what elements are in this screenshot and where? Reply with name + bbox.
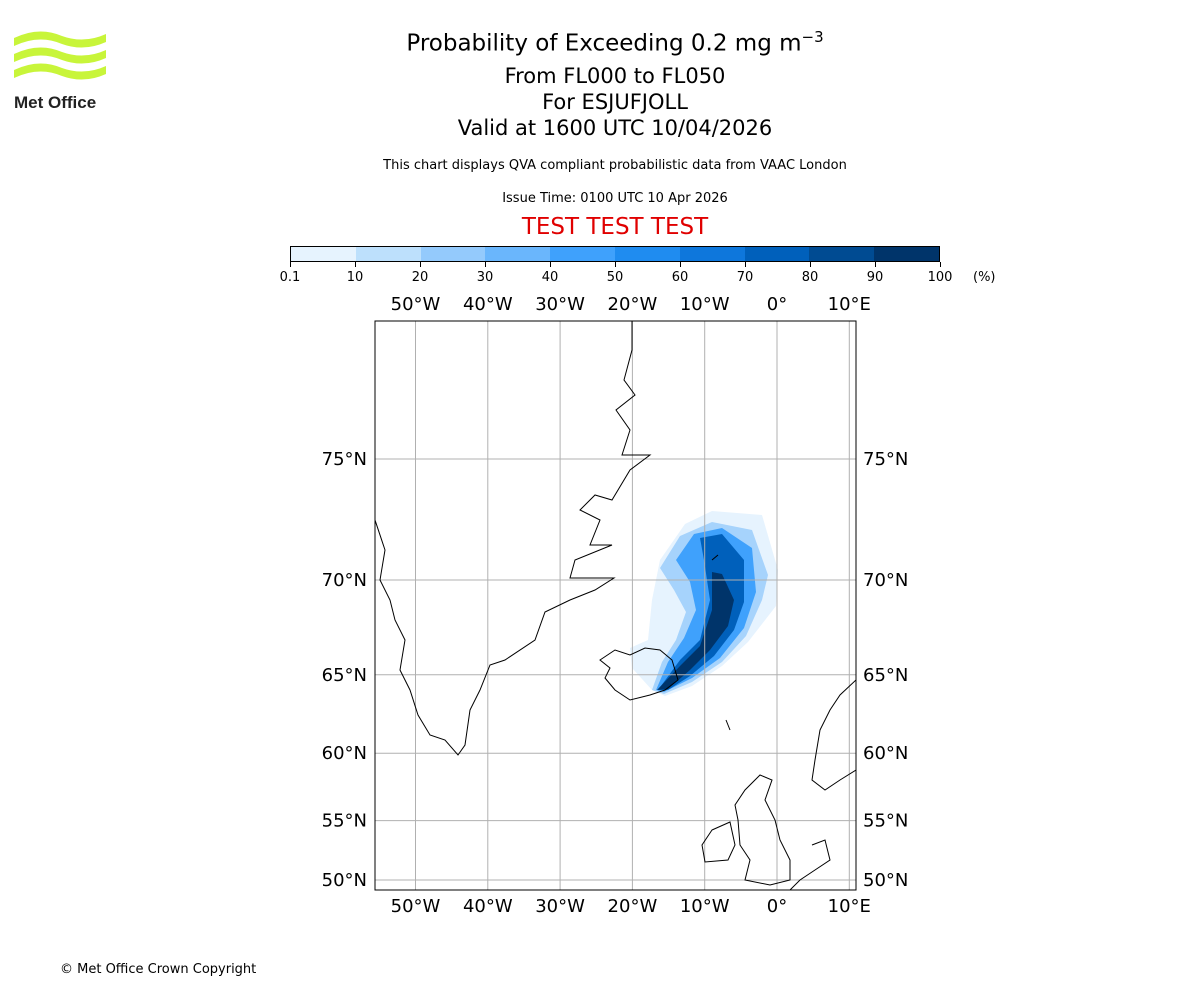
colorbar-unit: (%) (973, 270, 996, 285)
faroe (725, 719, 731, 731)
valid-time: Valid at 1600 UTC 10/04/2026 (457, 116, 773, 140)
colorbar-swatch (485, 247, 551, 261)
test-banner: TEST TEST TEST (521, 214, 709, 240)
colorbar-swatch (291, 247, 356, 261)
colorbar-tick-label: 90 (866, 270, 884, 285)
colorbar-tick-label: 10 (346, 270, 364, 285)
lat-label-right: 65°N (863, 665, 908, 686)
colorbar-swatch (744, 247, 810, 261)
colorbar-tick-label: 50 (606, 270, 624, 285)
lon-label-bottom: 30°W (535, 896, 585, 917)
chart-note: This chart displays QVA compliant probab… (383, 158, 847, 173)
colorbar-tick (355, 262, 356, 267)
britain-coast (734, 774, 791, 886)
colorbar-swatch (679, 247, 745, 261)
flight-levels: From FL000 to FL050 (504, 64, 726, 88)
colorbar-tick-label: 60 (671, 270, 689, 285)
issue-time: Issue Time: 0100 UTC 10 Apr 2026 (502, 191, 728, 206)
colorbar-swatch (550, 247, 615, 261)
colorbar-tick (420, 262, 421, 267)
lon-label-bottom: 10°E (828, 896, 871, 917)
ireland-coast (701, 821, 736, 863)
map-frame (374, 320, 857, 891)
lon-label-top: 10°E (828, 294, 871, 315)
svg-text:Met Office: Met Office (14, 93, 96, 112)
colorbar-tick-label: 40 (541, 270, 559, 285)
lat-label-left: 75°N (322, 449, 367, 470)
volcano-name: For ESJUFJOLL (542, 90, 688, 114)
coastlines (375, 321, 856, 890)
lon-label-bottom: 40°W (463, 896, 513, 917)
colorbar-tick-label: 70 (736, 270, 754, 285)
greenland-coast (375, 321, 652, 756)
colorbar-tick-label: 0.1 (279, 270, 301, 285)
colorbar-swatch (809, 247, 875, 261)
colorbar-tick (550, 262, 551, 267)
lon-label-bottom: 10°W (680, 896, 730, 917)
colorbar (290, 246, 940, 262)
plume-band-60-80 (658, 534, 744, 690)
lat-label-right: 75°N (863, 449, 908, 470)
denmark-netherlands (789, 839, 831, 890)
lat-label-left: 65°N (322, 665, 367, 686)
colorbar-tick (745, 262, 746, 267)
lon-label-top: 40°W (463, 294, 513, 315)
colorbar-tick (485, 262, 486, 267)
lat-label-left: 50°N (322, 870, 367, 891)
lat-label-right: 55°N (863, 811, 908, 832)
colorbar-tick (290, 262, 291, 267)
iceland-coast (599, 647, 679, 701)
lat-label-right: 60°N (863, 743, 908, 764)
lon-label-top: 20°W (608, 294, 658, 315)
lon-label-top: 50°W (391, 294, 441, 315)
colorbar-swatch (874, 247, 939, 261)
colorbar-tick-label: 80 (801, 270, 819, 285)
lon-label-bottom: 0° (767, 896, 787, 917)
lat-label-right: 50°N (863, 870, 908, 891)
lat-label-left: 55°N (322, 811, 367, 832)
ash-probability-plume (630, 511, 778, 696)
lon-label-top: 30°W (535, 294, 585, 315)
colorbar-swatch (420, 247, 486, 261)
plume-band-90-100 (657, 572, 734, 690)
colorbar-tick-label: 20 (411, 270, 429, 285)
lat-label-left: 70°N (322, 570, 367, 591)
colorbar-tick-label: 100 (927, 270, 953, 285)
colorbar-tick (875, 262, 876, 267)
colorbar-tick (810, 262, 811, 267)
lon-label-top: 10°W (680, 294, 730, 315)
lon-label-top: 0° (767, 294, 787, 315)
norway-coast (811, 679, 856, 791)
copyright: © Met Office Crown Copyright (60, 962, 257, 977)
colorbar-swatch (355, 247, 421, 261)
lon-label-bottom: 50°W (391, 896, 441, 917)
colorbar-tick (615, 262, 616, 267)
lon-label-bottom: 20°W (608, 896, 658, 917)
jan-mayen (711, 554, 719, 561)
lat-label-left: 60°N (322, 743, 367, 764)
colorbar-tick (680, 262, 681, 267)
chart-title: Probability of Exceeding 0.2 mg m−3 (406, 28, 824, 57)
colorbar-tick-label: 30 (476, 270, 494, 285)
colorbar-ticks: 0.1 10 20 30 40 50 60 70 80 90 100 (0, 262, 1200, 292)
met-office-logo: Met Office (14, 31, 106, 112)
colorbar-swatch (614, 247, 680, 261)
colorbar-tick (940, 262, 941, 267)
lat-label-right: 70°N (863, 570, 908, 591)
